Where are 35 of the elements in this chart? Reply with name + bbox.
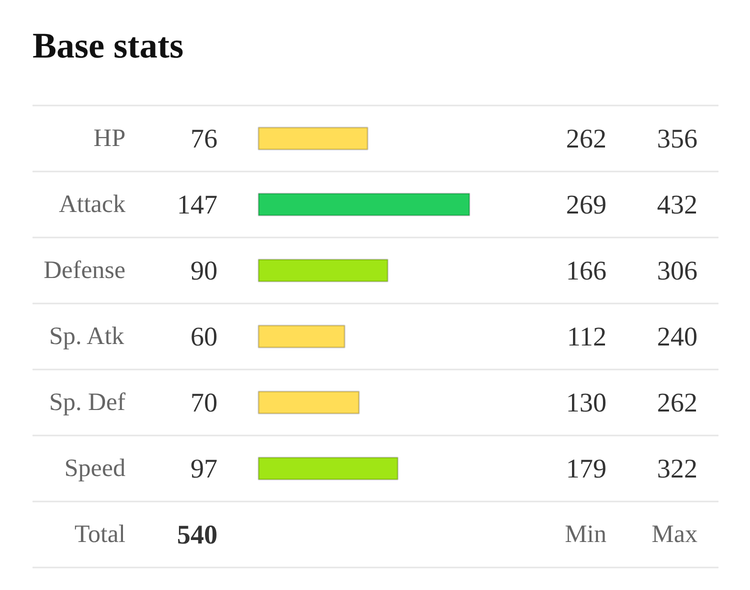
text: 130 [566, 388, 606, 418]
y-tick-label: Sp. Atk [49, 323, 125, 350]
bar [258, 324, 346, 348]
text: 112 [567, 322, 606, 352]
data-label: 147 [177, 190, 218, 220]
bar [258, 126, 368, 150]
text: Max [652, 521, 698, 548]
bar [258, 456, 398, 480]
text: 432 [657, 190, 698, 220]
text: 262 [657, 388, 698, 418]
y-tick-label: Speed [64, 455, 126, 482]
data-label: 97 [190, 454, 218, 484]
text: 262 [566, 124, 606, 154]
bar [258, 390, 360, 414]
text: 322 [657, 454, 698, 484]
text: 240 [657, 322, 698, 352]
chart-title: Base stats [32, 26, 184, 66]
data-label: 60 [190, 322, 218, 352]
data-label: 90 [190, 256, 218, 286]
text: 269 [566, 190, 606, 220]
bar [258, 258, 388, 282]
text: 540 [177, 520, 218, 550]
text: 179 [566, 454, 606, 484]
bar [258, 192, 470, 216]
text: Total [74, 521, 126, 548]
y-tick-label: Defense [44, 257, 126, 284]
data-label: 70 [190, 388, 218, 418]
text: 166 [566, 256, 606, 286]
y-tick-label: Sp. Def [49, 389, 126, 416]
y-tick-label: Attack [58, 191, 126, 218]
text: Min [564, 521, 607, 548]
y-tick-label: HP [94, 125, 126, 152]
text: 306 [657, 256, 698, 286]
data-label: 76 [190, 124, 218, 154]
text: 356 [657, 124, 698, 154]
